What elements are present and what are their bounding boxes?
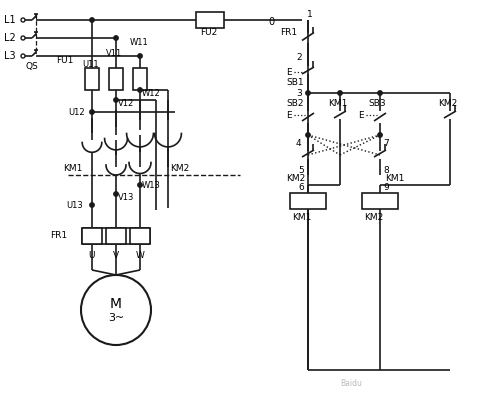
Text: Baidu: Baidu [340, 379, 362, 388]
Text: 0: 0 [268, 17, 274, 27]
Text: V11: V11 [106, 48, 122, 58]
Text: 6: 6 [298, 182, 304, 191]
Bar [109, 68, 123, 90]
Text: 8: 8 [383, 165, 389, 175]
Text: W13: W13 [142, 180, 161, 190]
Text: KM1: KM1 [292, 212, 312, 221]
Bar [106, 228, 126, 244]
Bar [133, 68, 147, 90]
Text: L1: L1 [4, 15, 16, 25]
Bar [85, 68, 99, 90]
Text: U11: U11 [82, 59, 98, 69]
Text: FR1: FR1 [50, 230, 67, 240]
Bar [82, 228, 102, 244]
Text: KM2: KM2 [170, 164, 189, 173]
Text: KM2: KM2 [364, 212, 384, 221]
Circle shape [90, 18, 94, 22]
Text: M: M [110, 297, 122, 311]
Circle shape [378, 91, 382, 95]
Text: 3: 3 [296, 89, 302, 97]
Circle shape [114, 36, 118, 40]
Bar [362, 193, 398, 209]
Text: U: U [88, 251, 94, 260]
Circle shape [378, 133, 382, 137]
Text: SB1: SB1 [286, 78, 304, 87]
Circle shape [114, 192, 118, 196]
Text: V: V [113, 251, 119, 260]
Circle shape [338, 91, 342, 95]
Text: W: W [136, 251, 145, 260]
Text: U13: U13 [66, 201, 83, 210]
Text: KM1: KM1 [385, 173, 404, 182]
Text: KM2: KM2 [286, 173, 305, 182]
Text: E: E [358, 110, 364, 119]
Text: 2: 2 [296, 52, 302, 61]
Circle shape [138, 54, 142, 58]
Text: 3~: 3~ [108, 313, 124, 323]
Text: KM2: KM2 [438, 98, 457, 108]
Bar [130, 228, 150, 244]
Text: 9: 9 [383, 182, 389, 191]
Text: L2: L2 [4, 33, 16, 43]
Circle shape [138, 88, 142, 92]
Text: E: E [286, 110, 292, 119]
Text: 1: 1 [307, 9, 313, 19]
Text: FU1: FU1 [56, 56, 74, 65]
Text: E: E [286, 67, 292, 76]
Text: W12: W12 [142, 89, 161, 97]
Text: L3: L3 [4, 51, 16, 61]
Text: U12: U12 [68, 108, 84, 117]
Bar [290, 193, 326, 209]
Text: KM1: KM1 [63, 164, 82, 173]
Circle shape [138, 183, 142, 187]
Text: 7: 7 [383, 139, 389, 147]
Circle shape [306, 133, 310, 137]
Text: KM1: KM1 [328, 98, 347, 108]
Text: QS: QS [26, 61, 39, 71]
Text: FU2: FU2 [200, 28, 217, 37]
Circle shape [90, 203, 94, 207]
Text: FR1: FR1 [280, 28, 297, 37]
Circle shape [90, 110, 94, 114]
Text: W11: W11 [130, 37, 149, 46]
Text: V13: V13 [118, 193, 134, 201]
Bar [196, 12, 224, 28]
Text: SB2: SB2 [286, 98, 304, 108]
Circle shape [306, 91, 310, 95]
Text: SB3: SB3 [368, 98, 386, 108]
Circle shape [114, 98, 118, 102]
Text: 5: 5 [298, 165, 304, 175]
Text: V12: V12 [118, 98, 134, 108]
Text: 4: 4 [296, 139, 302, 147]
